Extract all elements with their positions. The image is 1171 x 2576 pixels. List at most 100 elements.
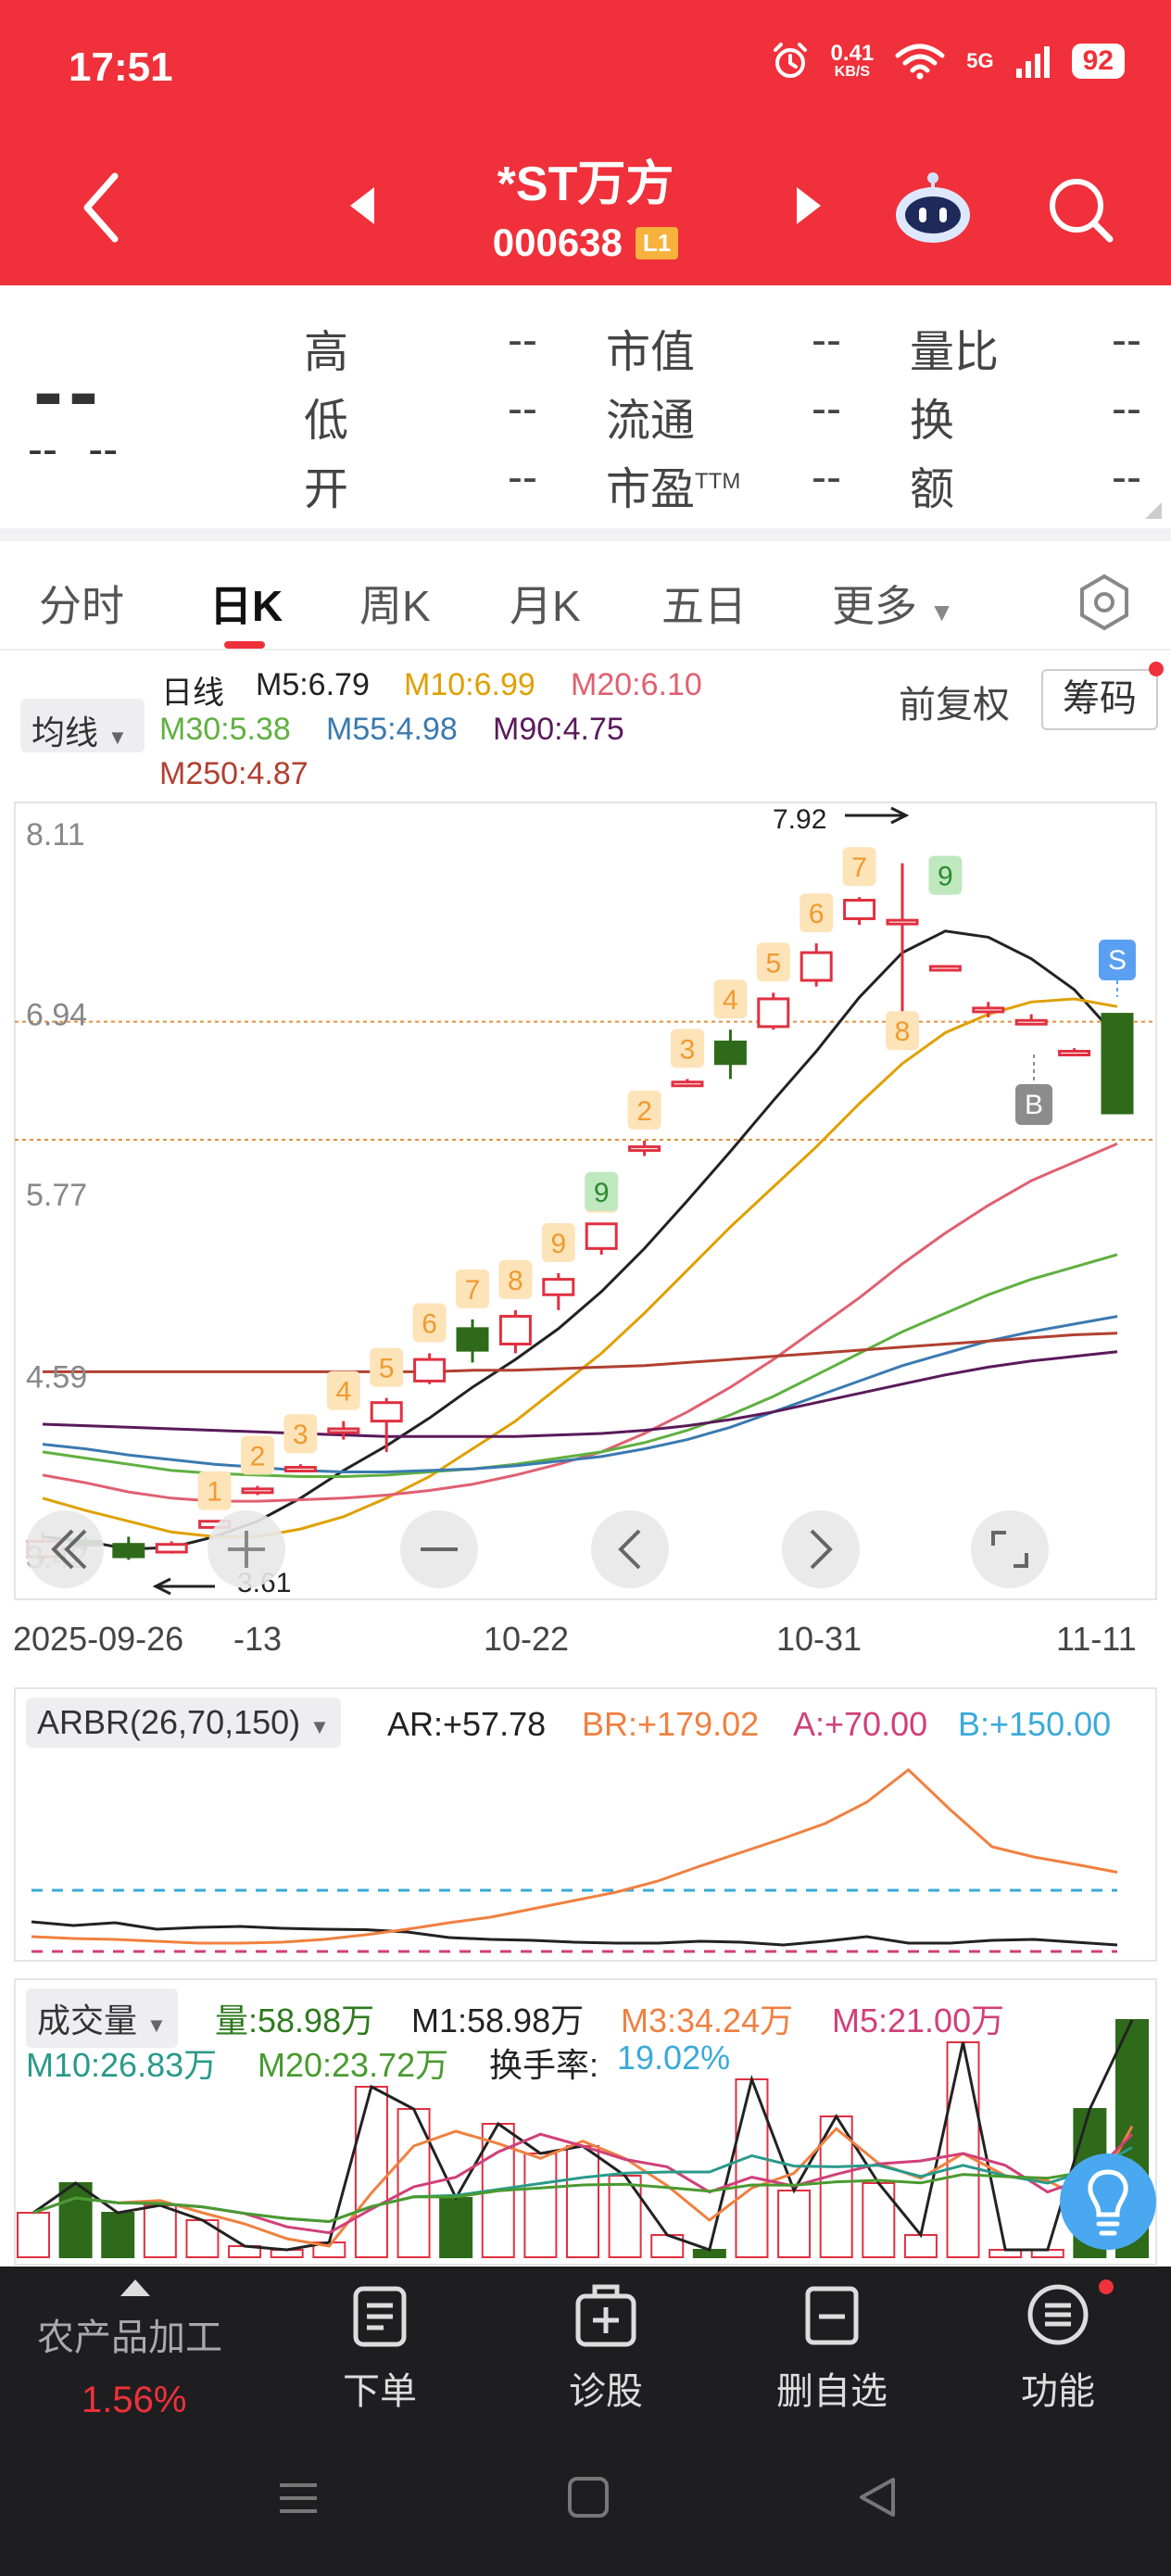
settings-hexagon-icon[interactable] xyxy=(1075,573,1134,632)
candle-up[interactable] xyxy=(1058,1049,1091,1056)
candle-up[interactable] xyxy=(498,1315,532,1345)
ma-legend-m20: M20:6.10 xyxy=(571,667,702,702)
volume-ma-lines xyxy=(32,2019,1134,2252)
candle-up[interactable] xyxy=(843,899,876,920)
candle-up[interactable] xyxy=(585,1222,618,1250)
tab-weekly-k[interactable]: 周K xyxy=(359,582,431,630)
candle-up[interactable] xyxy=(972,1006,1005,1014)
nav-remove-watchlist[interactable]: 删自选 xyxy=(758,2267,906,2443)
tab-intraday[interactable]: 分时 xyxy=(39,582,124,630)
scroll-fast-left-button[interactable] xyxy=(26,1510,104,1588)
y-tick-label: 6.94 xyxy=(26,998,87,1033)
system-menu-icon[interactable] xyxy=(278,2478,319,2519)
quote-value-turnover: -- xyxy=(1112,385,1141,434)
functions-notification-dot xyxy=(1099,2279,1114,2294)
quote-value-high: -- xyxy=(508,316,537,365)
candle-up[interactable] xyxy=(542,1278,575,1296)
candle-up[interactable] xyxy=(1014,1018,1048,1026)
back-icon[interactable] xyxy=(78,170,124,245)
arbr-selector[interactable]: ARBR(26,70,150) ▼ xyxy=(26,1698,341,1748)
candle-down[interactable] xyxy=(456,1327,489,1352)
candle-up[interactable] xyxy=(886,918,919,926)
candle-up[interactable] xyxy=(327,1427,360,1434)
search-icon[interactable] xyxy=(1045,174,1115,245)
caret-up-icon[interactable] xyxy=(119,2278,152,2298)
tab-monthly-k[interactable]: 月K xyxy=(510,582,581,630)
volume-current: 量:58.98万 xyxy=(215,2001,375,2039)
volume-selector[interactable]: 成交量 ▼ xyxy=(26,1989,178,2048)
arbr-chart[interactable] xyxy=(0,1686,1171,1964)
buy-marker[interactable] xyxy=(1015,1084,1052,1125)
volume-bar xyxy=(903,2234,938,2258)
candle-up[interactable] xyxy=(671,1080,704,1088)
ma-selector[interactable]: 均线 ▼ xyxy=(20,699,145,752)
quote-value-float: -- xyxy=(812,385,841,434)
signal-icon xyxy=(1015,46,1050,78)
fullscreen-button[interactable] xyxy=(971,1510,1049,1588)
nav-functions[interactable]: 功能 xyxy=(984,2267,1132,2443)
robot-assistant-icon[interactable] xyxy=(891,170,975,245)
candle-up[interactable] xyxy=(757,997,790,1029)
candle-up[interactable] xyxy=(413,1357,447,1383)
alarm-icon xyxy=(773,43,807,78)
zoom-out-button[interactable] xyxy=(400,1510,478,1588)
td-count-label: 6 xyxy=(422,1308,437,1339)
zoom-in-button[interactable] xyxy=(208,1510,285,1588)
volume-bar xyxy=(523,2153,558,2258)
sector-name[interactable]: 农产品加工 xyxy=(37,2317,222,2358)
volume-bar xyxy=(862,2182,896,2258)
candle-down[interactable] xyxy=(112,1543,145,1559)
candle-up[interactable] xyxy=(628,1145,661,1153)
volume-bar xyxy=(58,2182,93,2258)
kline-candles xyxy=(26,863,1134,1563)
candle-down[interactable] xyxy=(1101,1013,1134,1115)
lightbulb-icon[interactable] xyxy=(1058,2152,1158,2252)
y-tick-label: 5.77 xyxy=(26,1178,87,1213)
notification-dot xyxy=(1149,662,1164,676)
candle-up[interactable] xyxy=(155,1543,188,1554)
tab-daily-k[interactable]: 日K xyxy=(209,582,283,630)
volume-ma-line xyxy=(32,2125,1134,2248)
nav-diagnose[interactable]: 诊股 xyxy=(532,2267,680,2443)
system-back-icon[interactable] xyxy=(856,2476,897,2519)
candle-up[interactable] xyxy=(928,965,962,972)
quote-label-open: 开 xyxy=(304,465,349,514)
td-count-badge xyxy=(241,1435,274,1475)
td-count-label: 3 xyxy=(293,1420,308,1450)
candle-up[interactable] xyxy=(241,1487,274,1495)
td-count-label: 2 xyxy=(636,1096,652,1127)
candle-up[interactable] xyxy=(800,951,833,982)
volume-bar xyxy=(777,2190,812,2258)
candle-up[interactable] xyxy=(283,1466,317,1473)
ma-legend-m250: M250:4.87 xyxy=(159,756,308,791)
price-adjust-label[interactable]: 前复权 xyxy=(899,685,1010,726)
volume-m5: M5:21.00万 xyxy=(832,2001,1005,2039)
chip-distribution-button[interactable]: 筹码 xyxy=(1041,669,1158,730)
volume-bar xyxy=(354,2086,388,2258)
volume-ma-line xyxy=(32,2158,1133,2224)
kline-chart[interactable]: 1234567891234567899 8.116.945.774.593.42… xyxy=(0,797,1171,1612)
system-home-icon[interactable] xyxy=(567,2476,610,2519)
turnover-rate-label: 换手率: xyxy=(489,2046,599,2084)
stock-code: 000638 xyxy=(492,221,623,264)
volume-chart[interactable] xyxy=(0,1974,1171,2267)
sell-marker[interactable] xyxy=(1099,940,1136,980)
scroll-right-button[interactable] xyxy=(782,1510,860,1588)
next-stock-icon[interactable] xyxy=(793,185,825,226)
chevron-down-icon: ▼ xyxy=(107,726,128,749)
td-nine-label: 9 xyxy=(938,862,953,892)
prev-stock-icon[interactable] xyxy=(346,185,378,226)
expand-corner-icon[interactable] xyxy=(1143,500,1164,521)
candle-down[interactable] xyxy=(713,1041,747,1066)
td-count-label: 2 xyxy=(250,1441,266,1471)
scroll-left-button[interactable] xyxy=(591,1510,669,1588)
volume-bar xyxy=(439,2197,473,2258)
nav-order[interactable]: 下单 xyxy=(306,2267,454,2443)
tab-more[interactable]: 更多 ▼ xyxy=(832,582,955,630)
tab-five-day[interactable]: 五日 xyxy=(661,582,747,630)
candle-up[interactable] xyxy=(370,1401,403,1423)
quote-label-pe: 市盈TTM xyxy=(606,465,741,514)
quote-panel: -- -- -- 高 -- 低 -- 开 -- 市值 -- 流通 -- 市盈TT… xyxy=(0,285,1171,541)
arbr-br-line xyxy=(31,1768,1118,1945)
arbr-a-value: A:+70.00 xyxy=(793,1705,928,1743)
